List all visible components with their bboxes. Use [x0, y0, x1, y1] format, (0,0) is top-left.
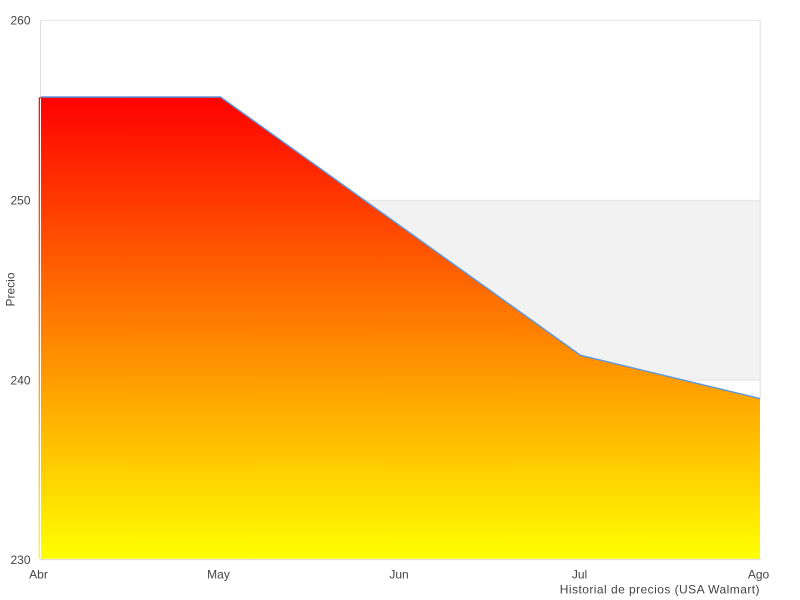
svg-text:240: 240 [10, 373, 30, 387]
svg-text:Precio: Precio [4, 272, 18, 306]
svg-text:Abr: Abr [29, 568, 48, 582]
svg-text:250: 250 [10, 193, 30, 207]
svg-text:May: May [207, 568, 230, 582]
svg-text:Jun: Jun [389, 568, 408, 582]
svg-text:230: 230 [10, 553, 30, 567]
svg-text:260: 260 [10, 14, 30, 28]
svg-text:Jul: Jul [572, 568, 587, 582]
svg-text:Historial de precios (USA Walm: Historial de precios (USA Walmart) [560, 583, 760, 597]
svg-text:Ago: Ago [748, 568, 770, 582]
